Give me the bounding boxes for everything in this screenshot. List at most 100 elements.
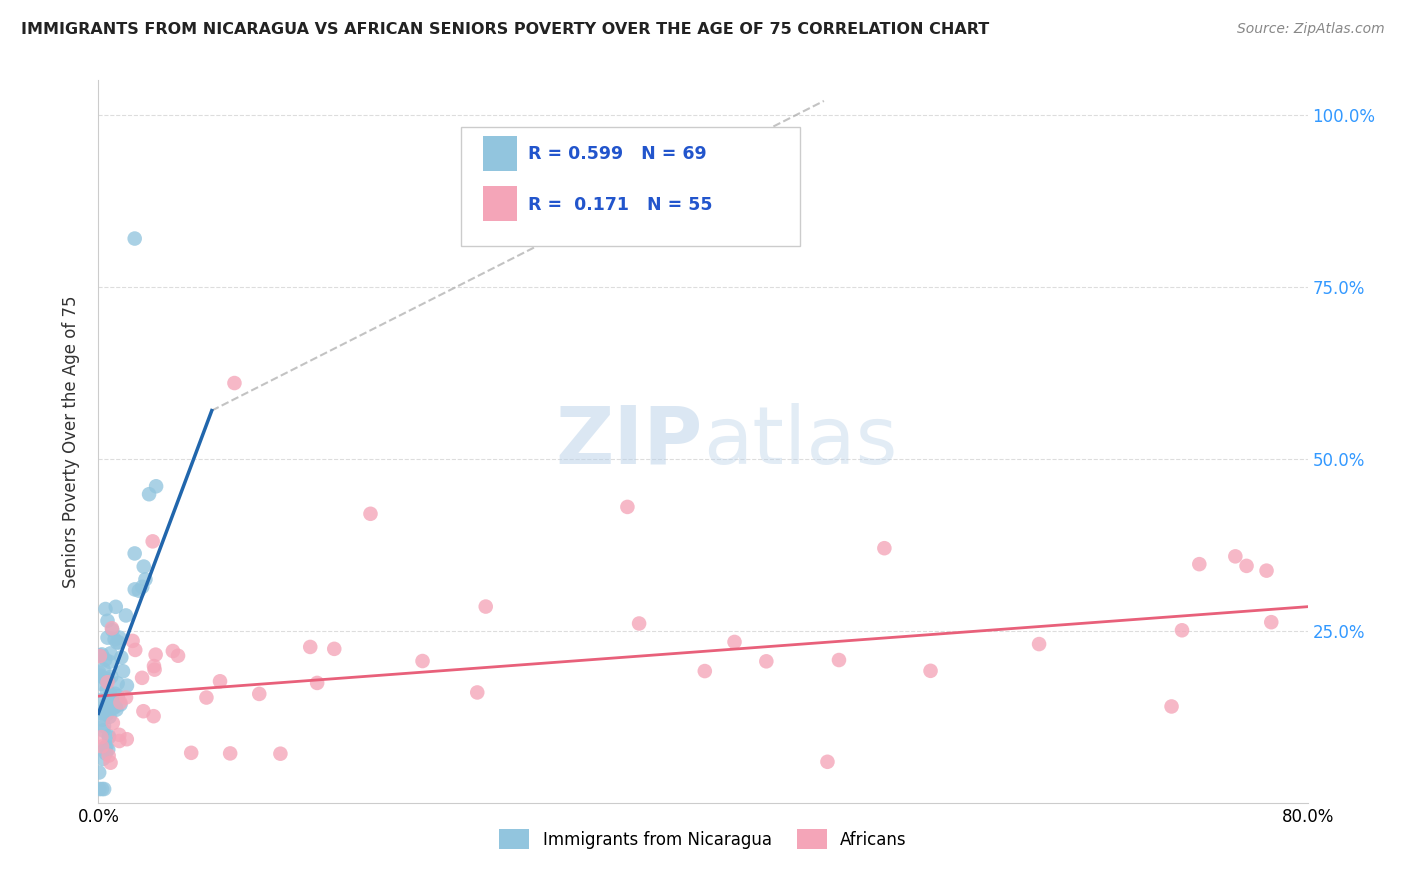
Point xyxy=(269,747,291,761)
Point xyxy=(89,706,111,720)
Point xyxy=(124,582,146,597)
Point xyxy=(90,648,112,662)
Point xyxy=(143,663,166,677)
Point xyxy=(97,702,120,716)
Point xyxy=(1236,558,1258,573)
Point xyxy=(101,696,124,710)
Point xyxy=(98,710,121,724)
Text: atlas: atlas xyxy=(703,402,897,481)
Point xyxy=(224,376,246,390)
Point xyxy=(93,719,115,733)
Point xyxy=(115,679,138,693)
Point xyxy=(693,664,716,678)
Point xyxy=(90,730,112,744)
Legend: Immigrants from Nicaragua, Africans: Immigrants from Nicaragua, Africans xyxy=(492,822,914,856)
Point xyxy=(96,631,118,645)
Point xyxy=(108,728,131,742)
Point xyxy=(98,700,121,714)
Point xyxy=(1171,624,1194,638)
Point xyxy=(101,623,124,637)
FancyBboxPatch shape xyxy=(482,186,517,221)
Point xyxy=(1160,699,1182,714)
Point xyxy=(93,782,115,797)
Point xyxy=(108,635,131,649)
Point xyxy=(628,616,651,631)
Text: IMMIGRANTS FROM NICARAGUA VS AFRICAN SENIORS POVERTY OVER THE AGE OF 75 CORRELAT: IMMIGRANTS FROM NICARAGUA VS AFRICAN SEN… xyxy=(21,22,990,37)
FancyBboxPatch shape xyxy=(461,128,800,246)
Point xyxy=(96,707,118,722)
Point xyxy=(299,640,322,654)
Point xyxy=(96,682,118,697)
Point xyxy=(142,709,165,723)
Point xyxy=(131,671,153,685)
Point xyxy=(323,641,346,656)
Point xyxy=(89,648,111,663)
Point xyxy=(97,698,120,712)
Point xyxy=(89,665,111,680)
Point xyxy=(1028,637,1050,651)
Point xyxy=(124,643,146,657)
Point xyxy=(104,699,127,714)
Point xyxy=(128,583,150,598)
Point xyxy=(465,685,488,699)
Point xyxy=(103,701,125,715)
Text: ZIP: ZIP xyxy=(555,402,703,481)
Point xyxy=(755,654,778,668)
Point xyxy=(93,663,115,677)
Point xyxy=(107,676,129,690)
Point xyxy=(412,654,434,668)
Text: Source: ZipAtlas.com: Source: ZipAtlas.com xyxy=(1237,22,1385,37)
Point xyxy=(94,672,117,686)
Point xyxy=(616,500,638,514)
Point xyxy=(89,765,111,780)
Point xyxy=(96,701,118,715)
Point xyxy=(1256,564,1278,578)
Point xyxy=(100,647,122,661)
Point xyxy=(180,746,202,760)
Point xyxy=(91,704,114,718)
Point xyxy=(112,665,135,679)
Point xyxy=(247,687,270,701)
Point xyxy=(162,644,184,658)
Point xyxy=(107,690,129,704)
Point xyxy=(1225,549,1247,564)
Point xyxy=(474,599,496,614)
Point xyxy=(90,677,112,691)
Point xyxy=(96,675,118,690)
Point xyxy=(94,740,117,755)
Point xyxy=(143,659,166,673)
Y-axis label: Seniors Poverty Over the Age of 75: Seniors Poverty Over the Age of 75 xyxy=(62,295,80,588)
Point xyxy=(97,748,120,763)
Point xyxy=(96,614,118,628)
Point xyxy=(94,652,117,666)
Point xyxy=(104,632,127,647)
Point xyxy=(104,687,127,701)
Point xyxy=(817,755,839,769)
Point xyxy=(110,696,132,710)
Point xyxy=(104,599,127,614)
Point xyxy=(121,633,143,648)
Point xyxy=(96,697,118,711)
Point xyxy=(360,507,382,521)
Point xyxy=(101,716,124,731)
Point xyxy=(124,546,146,560)
Point xyxy=(110,650,132,665)
Point xyxy=(110,698,132,712)
Point xyxy=(138,487,160,501)
Point xyxy=(108,631,131,645)
Point xyxy=(98,687,121,701)
Point xyxy=(873,541,896,556)
Point xyxy=(97,729,120,743)
Point xyxy=(101,621,124,635)
Text: R =  0.171   N = 55: R = 0.171 N = 55 xyxy=(527,195,713,213)
Point xyxy=(98,655,121,669)
Point xyxy=(91,752,114,766)
Point xyxy=(94,747,117,761)
Point xyxy=(89,648,111,663)
Point xyxy=(89,782,111,797)
Point xyxy=(142,534,165,549)
Point xyxy=(94,602,117,616)
Point xyxy=(91,782,114,797)
Point xyxy=(115,608,138,623)
Point xyxy=(828,653,851,667)
